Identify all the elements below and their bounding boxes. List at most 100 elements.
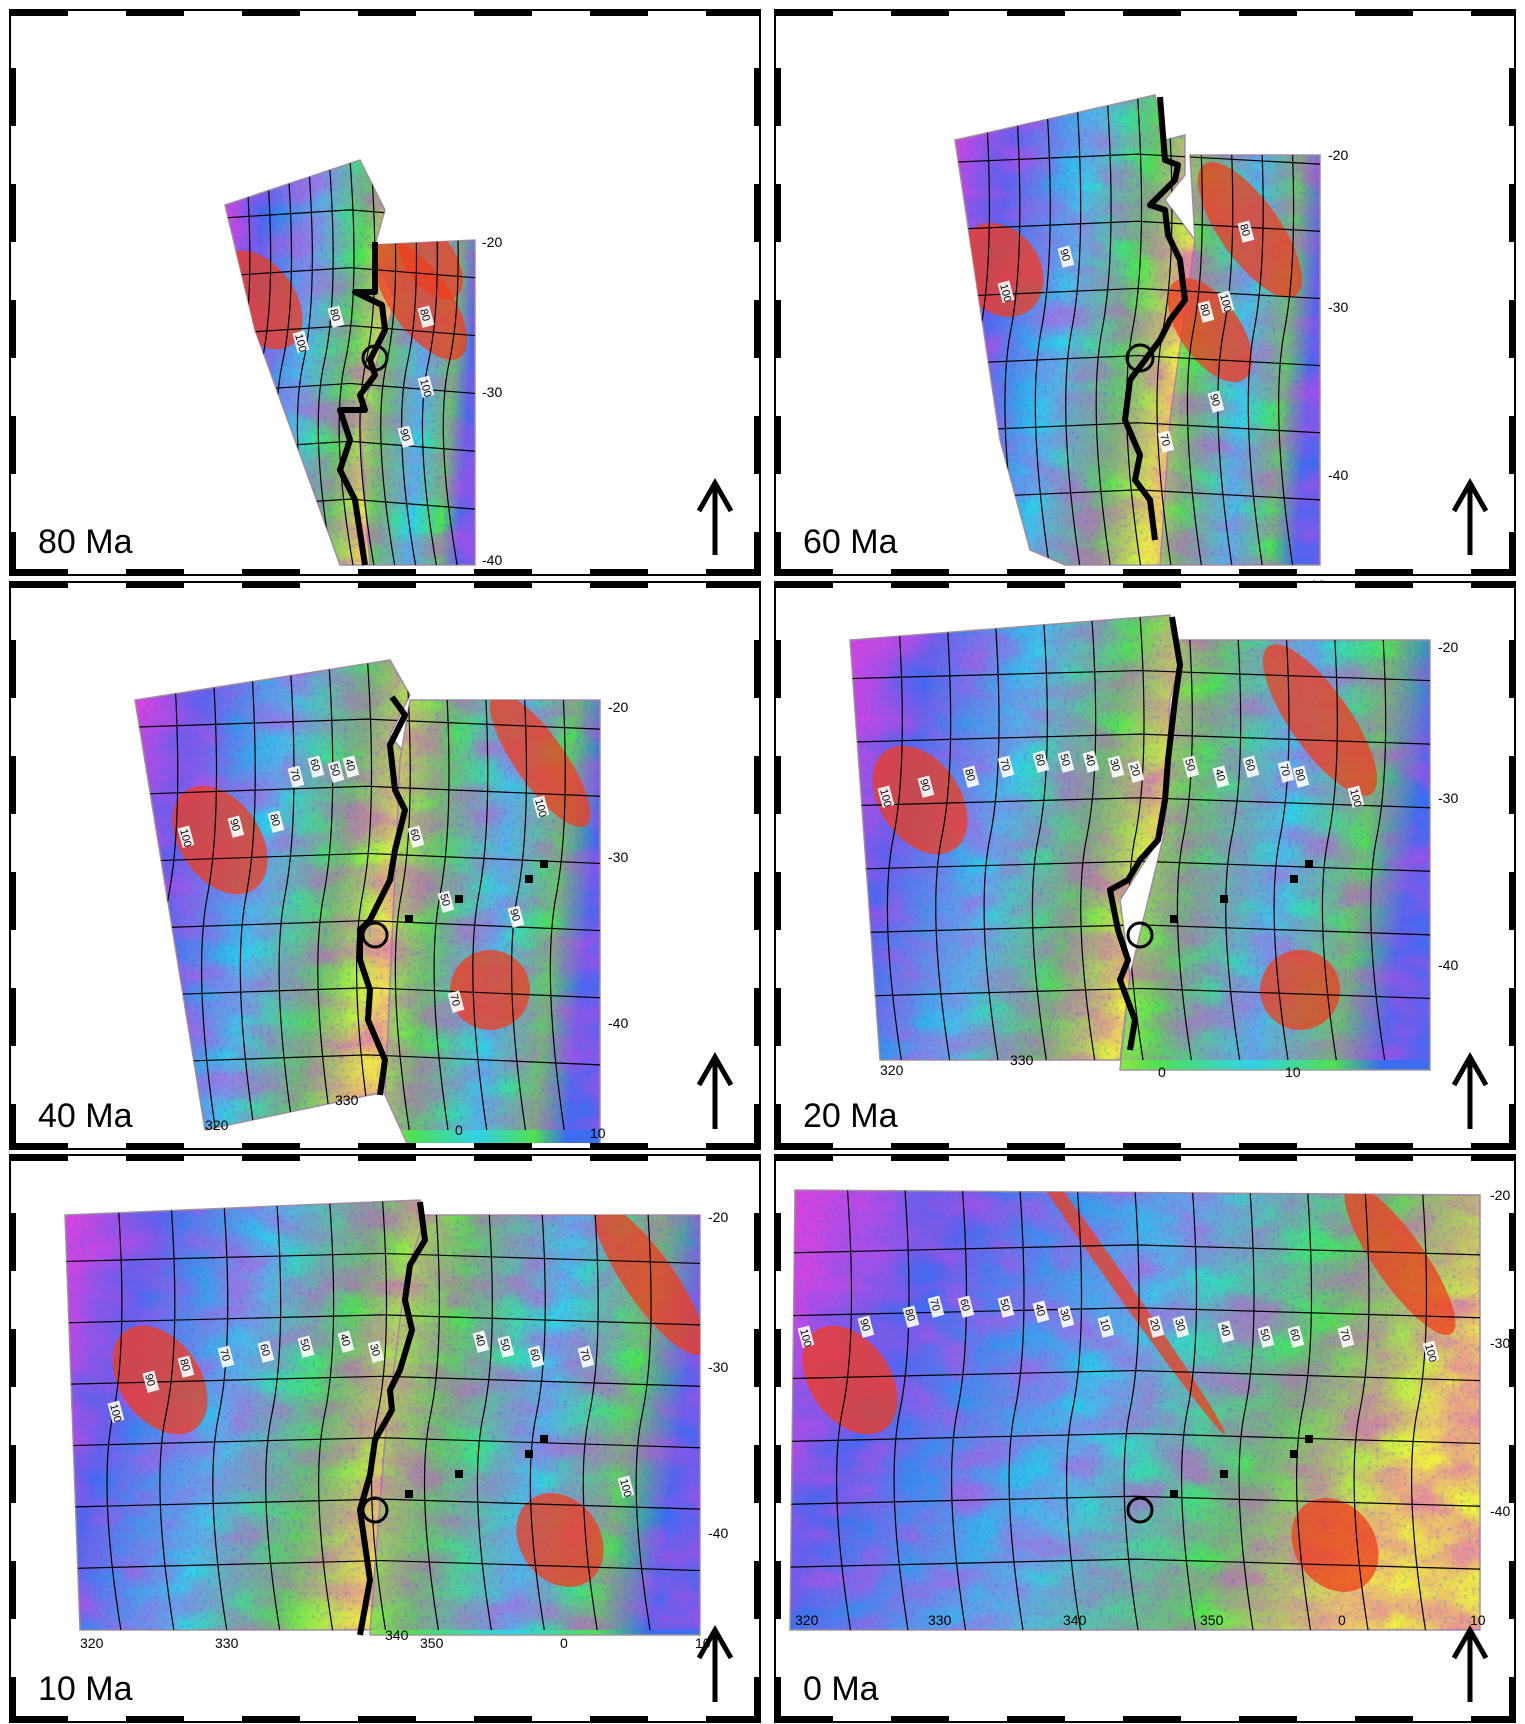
frame-tick: [10, 988, 16, 1046]
frame-tick: [1509, 1104, 1515, 1149]
isochron-line: [582, 1200, 599, 1631]
anomaly-high: [372, 240, 468, 360]
isochron-line: [239, 660, 256, 1131]
frame-tick: [1509, 416, 1515, 474]
anomaly-high: [516, 1493, 604, 1587]
frame-tick: [474, 1143, 532, 1149]
frame-tick: [10, 582, 68, 588]
isochron-line: [317, 160, 334, 565]
isochron-line: [1295, 1190, 1313, 1630]
frame-tick: [10, 416, 16, 474]
isochron-label: 100: [997, 283, 1013, 304]
frame-tick: [1471, 582, 1515, 588]
reference-circle: [361, 921, 389, 949]
fracture-zone-line: [790, 1244, 1480, 1256]
isochron-line: [983, 615, 1000, 1061]
age-label: 40 Ma: [38, 1097, 133, 1135]
age-label: 60 Ma: [803, 523, 898, 561]
isochron-line: [1247, 95, 1264, 565]
frame-tick: [242, 1155, 300, 1161]
frame-tick: [242, 569, 300, 575]
graticule-tick-label: 10: [1470, 1612, 1486, 1628]
frame-tick: [126, 582, 184, 588]
frame-tick: [1239, 1143, 1297, 1149]
reference-circle: [1126, 1496, 1154, 1524]
graticule-tick-label: 330: [335, 1092, 359, 1108]
frame-tick: [126, 569, 184, 575]
north-arrow-icon: [696, 1051, 734, 1129]
frame-tick: [754, 756, 760, 814]
graticule-tick-label: -30: [608, 849, 628, 865]
isochron-label: 70: [997, 758, 1012, 773]
graticule-tick-label: -40: [1328, 467, 1348, 483]
graticule-tick-label: 0: [1158, 1064, 1166, 1080]
isochron-line: [1065, 1190, 1083, 1630]
isochron-line: [159, 1200, 176, 1631]
frame-tick: [10, 68, 16, 126]
frame-tick: [775, 1445, 781, 1503]
isochron-line: [212, 1200, 229, 1631]
isochron-line: [510, 660, 528, 1131]
fracture-zone-line: [65, 1559, 700, 1572]
frame-tick: [706, 1716, 760, 1722]
frame-tick: [1007, 569, 1065, 575]
isochron-line: [1034, 95, 1051, 565]
graticule-tick-label: -30: [1328, 299, 1348, 315]
north-arrow-icon: [1451, 1051, 1489, 1129]
frame-tick: [590, 569, 648, 575]
frame-tick: [1509, 872, 1515, 930]
isochron-label: 10: [1097, 1318, 1112, 1333]
isochron-label: 100: [177, 828, 193, 849]
graticule-tick-label: -40: [608, 1015, 628, 1031]
frame-tick: [10, 1561, 16, 1619]
fracture-zone-line: [955, 354, 1320, 367]
isochron-label: 100: [1347, 788, 1363, 809]
site-marker: [1220, 895, 1228, 903]
frame-tick: [242, 10, 300, 16]
isochron-label: 90: [507, 908, 522, 923]
mid-ocean-ridge: [357, 695, 408, 1096]
isochron-label: 30: [1057, 1308, 1072, 1323]
frame-tick: [775, 184, 781, 242]
frame-tick: [1123, 10, 1181, 16]
isochron-line: [318, 1200, 335, 1631]
isochron-line: [1031, 615, 1048, 1061]
isochron-label: 100: [797, 1328, 813, 1349]
graticule-tick-label: 0: [560, 1635, 568, 1651]
isochron-lines: [135, 660, 600, 1131]
graticule-tick-label: 320: [795, 1612, 819, 1628]
frame-tick: [10, 1329, 16, 1387]
isochron-label: 40: [1212, 768, 1227, 783]
frame-tick: [358, 1155, 416, 1161]
north-arrow-icon: [1451, 1624, 1489, 1702]
fracture-zone-line: [135, 852, 600, 865]
isochron-label: 40: [472, 1333, 487, 1348]
fracture-zone-line: [790, 1558, 1480, 1570]
frame-tick: [706, 10, 760, 16]
isochron-label: 50: [497, 1338, 512, 1353]
site-marker: [1305, 1435, 1313, 1443]
fracture-zone-line: [790, 1432, 1480, 1445]
isochron-label: 30: [367, 1343, 382, 1358]
frame-tick: [1509, 300, 1515, 358]
isochron-line: [278, 660, 295, 1131]
anomaly-high: [112, 1325, 208, 1435]
isochron-line: [1186, 95, 1203, 565]
graticule-tick-label: -20: [482, 234, 502, 250]
isochron-label: 70: [577, 1348, 592, 1363]
isochron-line: [1065, 95, 1082, 565]
frame-tick: [891, 10, 949, 16]
frame-tick: [1123, 1155, 1181, 1161]
frame-tick: [590, 582, 648, 588]
frame-tick: [1007, 1155, 1065, 1161]
frame-tick: [474, 1716, 532, 1722]
isochron-label: 80: [1197, 303, 1212, 318]
isochron-label: 80: [267, 813, 282, 828]
frame-tick: [1239, 10, 1297, 16]
frame-tick: [1509, 532, 1515, 575]
isochron-label: 90: [1057, 248, 1072, 263]
isochron-label: 60: [407, 828, 422, 843]
isochron-line: [1238, 1190, 1255, 1630]
frame-tick: [1471, 1143, 1515, 1149]
frame-tick: [1355, 582, 1413, 588]
